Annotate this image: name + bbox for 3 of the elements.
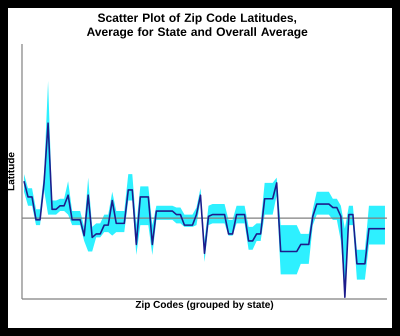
x-axis-title: Zip Codes (grouped by state) xyxy=(136,300,274,310)
chart-title: Scatter Plot of Zip Code Latitudes, Average for State and Overall Average xyxy=(86,13,308,38)
y-axis-title: Latitude xyxy=(6,152,14,190)
